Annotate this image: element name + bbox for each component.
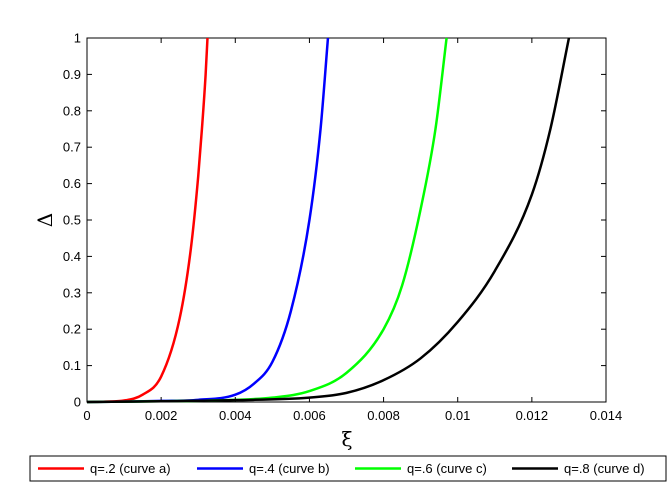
plot-area [86, 37, 607, 403]
y-tick-label: 0.4 [63, 249, 81, 264]
y-tick-label: 0 [74, 395, 81, 410]
legend-label: q=.6 (curve c) [407, 461, 487, 476]
y-tick-label: 0.7 [63, 140, 81, 155]
y-tick-label: 0.5 [63, 213, 81, 228]
y-tick-label: 0.1 [63, 358, 81, 373]
x-tick-label: 0.012 [516, 408, 549, 423]
x-tick-label: 0.008 [367, 408, 400, 423]
x-tick-label: 0.01 [445, 408, 470, 423]
x-tick-label: 0.014 [590, 408, 623, 423]
x-tick-label: 0.006 [293, 408, 326, 423]
legend-label: q=.4 (curve b) [249, 461, 330, 476]
x-axis-label: ξ [341, 427, 352, 451]
series-line-d [86, 37, 571, 404]
y-tick-label: 0.2 [63, 322, 81, 337]
y-tick-label: 1 [74, 31, 81, 46]
x-ticks: 0 0.002 0.004 0.006 0.008 0.01 0.012 0.014 [83, 38, 622, 423]
y-axis-label: Δ [33, 213, 57, 227]
y-tick-label: 0.9 [63, 67, 81, 82]
x-tick-label: 0.004 [219, 408, 252, 423]
y-tick-label: 0.6 [63, 176, 81, 191]
legend-label: q=.2 (curve a) [90, 461, 171, 476]
x-tick-label: 0 [83, 408, 90, 423]
y-tick-label: 0.8 [63, 103, 81, 118]
x-tick-label: 0.002 [145, 408, 178, 423]
legend: q=.2 (curve a) q=.4 (curve b) q=.6 (curve … [38, 461, 645, 476]
legend-label: q=.8 (curve d) [564, 461, 645, 476]
y-tick-label: 0.3 [63, 285, 81, 300]
y-ticks: 0 0.1 0.2 0.3 0.4 0.5 0.6 0.7 0.8 0.9 1 [63, 31, 606, 410]
curves [86, 37, 571, 404]
legend-box [29, 455, 667, 482]
